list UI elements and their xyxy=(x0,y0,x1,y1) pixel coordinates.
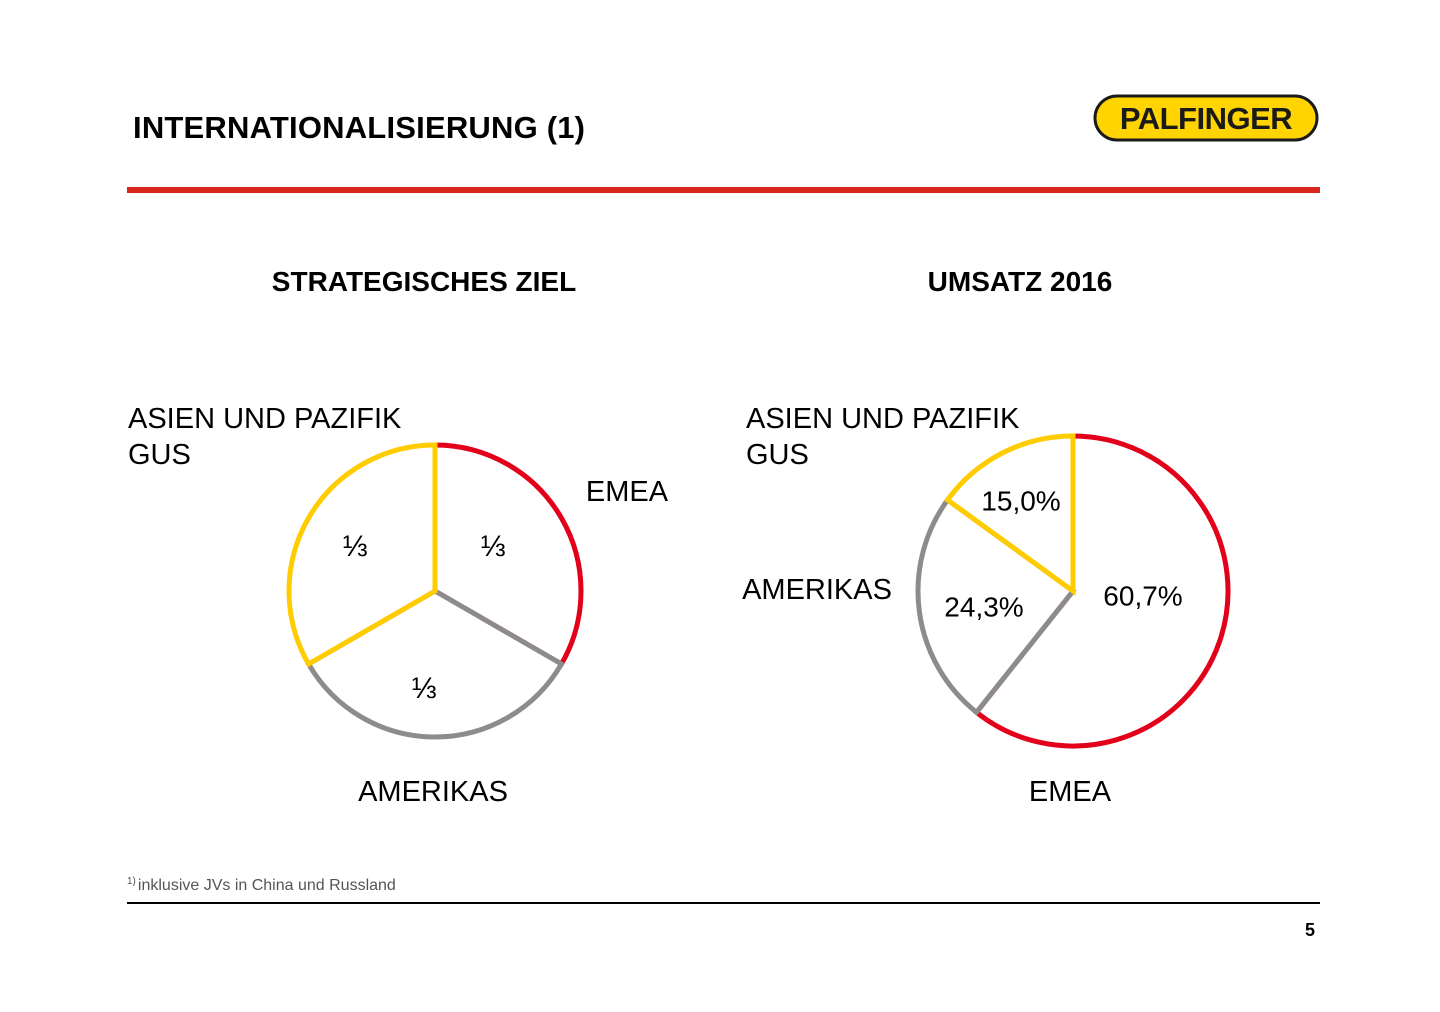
value-label-1-amerikas: ⅓ xyxy=(411,672,436,705)
page-number: 5 xyxy=(1305,920,1316,940)
palfinger-logo: PALFINGER xyxy=(1093,94,1319,142)
pie-slice-1-asien-und-pazifik xyxy=(286,442,438,668)
category-label-1-emea: EMEA xyxy=(586,476,669,508)
logo-text: PALFINGER xyxy=(1120,101,1292,136)
chart-title-umsatz-2016: UMSATZ 2016 xyxy=(927,266,1113,297)
value-label-1-emea: ⅓ xyxy=(480,530,505,563)
pie-slice-1-amerikas xyxy=(305,588,565,740)
chart-title-strategisches-ziel: STRATEGISCHES ZIEL xyxy=(271,266,577,297)
footnote-marker: 1) xyxy=(127,876,136,887)
title-rule xyxy=(127,187,1320,193)
footnote-text: inklusive JVs in China und Russland xyxy=(137,877,396,894)
footer-rule xyxy=(127,902,1320,904)
slide-title: INTERNATIONALISIERUNG (1) xyxy=(133,110,586,145)
category-label-2-gus: GUS xyxy=(746,439,809,471)
category-label-2-asien-und-pazifik: ASIEN UND PAZIFIK xyxy=(746,403,1020,435)
category-label-2-amerikas: AMERIKAS xyxy=(742,574,892,606)
value-label-2-amerikas: 24,3% xyxy=(944,591,1023,622)
pie-slice-2-emea xyxy=(972,433,1231,749)
value-label-1-asien-und-pazifik: ⅓ xyxy=(342,530,367,563)
value-label-2-emea: 60,7% xyxy=(1103,580,1182,611)
category-label-1-asien-und-pazifik: ASIEN UND PAZIFIK xyxy=(128,403,402,435)
category-label-1-amerikas: AMERIKAS xyxy=(358,776,508,808)
category-label-2-emea: EMEA xyxy=(1029,776,1112,808)
pie-slice-2-amerikas xyxy=(915,496,1077,716)
pie-slice-2-asien-und-pazifik xyxy=(944,433,1076,596)
category-label-1-gus: GUS xyxy=(128,439,191,471)
footnote: 1) inklusive JVs in China und Russland xyxy=(127,876,396,895)
value-label-2-asien-und-pazifik: 15,0% xyxy=(981,485,1060,516)
